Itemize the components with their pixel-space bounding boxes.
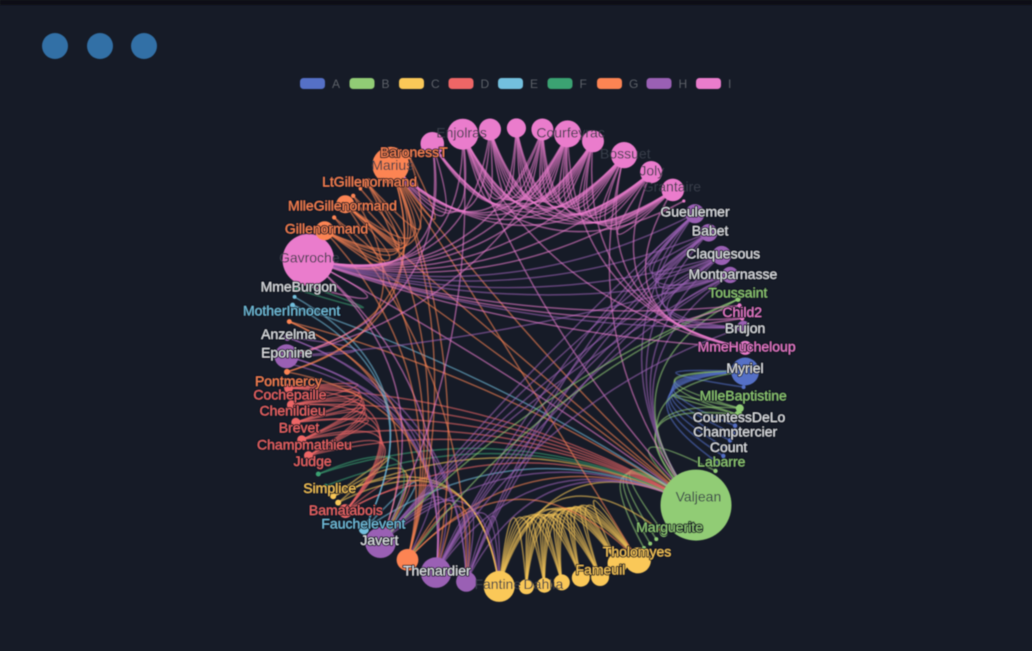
svg-text:Fantine: Fantine bbox=[474, 576, 521, 592]
svg-text:Judge: Judge bbox=[294, 453, 332, 469]
svg-text:Marius: Marius bbox=[371, 157, 413, 173]
svg-text:MmeHucheloup: MmeHucheloup bbox=[698, 338, 796, 354]
svg-text:Grantaire: Grantaire bbox=[643, 179, 702, 195]
svg-text:E: E bbox=[530, 77, 538, 91]
svg-text:A: A bbox=[332, 77, 340, 91]
svg-text:C: C bbox=[431, 77, 440, 91]
svg-text:Pontmercy: Pontmercy bbox=[255, 373, 322, 389]
svg-text:Toussaint: Toussaint bbox=[708, 284, 767, 300]
svg-text:Bossuet: Bossuet bbox=[600, 145, 651, 161]
svg-text:Gavroche: Gavroche bbox=[279, 249, 340, 265]
svg-text:Simplice: Simplice bbox=[303, 480, 356, 496]
svg-text:Bamatabois: Bamatabois bbox=[309, 502, 383, 518]
svg-text:Eponine: Eponine bbox=[261, 345, 313, 361]
svg-text:Child2: Child2 bbox=[722, 304, 762, 320]
svg-text:B: B bbox=[382, 77, 390, 91]
svg-text:Labarre: Labarre bbox=[697, 454, 745, 470]
svg-text:Fameuil: Fameuil bbox=[576, 562, 626, 578]
svg-text:Montparnasse: Montparnasse bbox=[689, 266, 778, 282]
svg-text:Marguerite: Marguerite bbox=[636, 519, 703, 535]
svg-text:CountessDeLo: CountessDeLo bbox=[693, 409, 786, 425]
svg-text:Count: Count bbox=[710, 439, 747, 455]
svg-text:MlleGillenormand: MlleGillenormand bbox=[288, 198, 397, 214]
svg-text:MmeBurgon: MmeBurgon bbox=[261, 278, 337, 294]
svg-text:Tholomyes: Tholomyes bbox=[603, 544, 671, 560]
svg-text:Gillenormand: Gillenormand bbox=[285, 221, 368, 237]
svg-text:Enjolras: Enjolras bbox=[436, 125, 487, 141]
svg-text:Thenardier: Thenardier bbox=[403, 563, 471, 579]
svg-text:Gueulemer: Gueulemer bbox=[660, 204, 730, 220]
svg-text:LtGillenormand: LtGillenormand bbox=[322, 174, 417, 190]
svg-text:BaronessT: BaronessT bbox=[380, 144, 448, 160]
svg-text:MotherInnocent: MotherInnocent bbox=[243, 303, 340, 319]
svg-text:Brevet: Brevet bbox=[279, 420, 320, 436]
svg-text:D: D bbox=[481, 77, 490, 91]
svg-text:Valjean: Valjean bbox=[676, 488, 722, 504]
svg-text:Fauchelevent: Fauchelevent bbox=[321, 515, 405, 531]
svg-text:Dahlia: Dahlia bbox=[524, 576, 564, 592]
svg-text:Javert: Javert bbox=[360, 532, 398, 548]
svg-text:Joly: Joly bbox=[639, 162, 664, 178]
svg-text:G: G bbox=[629, 77, 638, 91]
svg-text:Chenildieu: Chenildieu bbox=[260, 403, 326, 419]
svg-text:Champtercier: Champtercier bbox=[693, 424, 777, 440]
svg-text:Anzelma: Anzelma bbox=[261, 326, 316, 342]
svg-text:Champmathieu: Champmathieu bbox=[257, 437, 352, 453]
svg-text:H: H bbox=[679, 77, 688, 91]
svg-text:F: F bbox=[580, 77, 587, 91]
svg-text:Claquesous: Claquesous bbox=[686, 246, 760, 262]
svg-text:Babet: Babet bbox=[692, 222, 729, 238]
svg-text:MlleBaptistine: MlleBaptistine bbox=[700, 387, 787, 403]
svg-text:Brujon: Brujon bbox=[725, 320, 765, 336]
svg-text:I: I bbox=[728, 77, 731, 91]
svg-text:Cochepaille: Cochepaille bbox=[253, 387, 326, 403]
svg-text:Courfeyrac: Courfeyrac bbox=[536, 125, 604, 141]
svg-text:Myriel: Myriel bbox=[726, 360, 763, 376]
